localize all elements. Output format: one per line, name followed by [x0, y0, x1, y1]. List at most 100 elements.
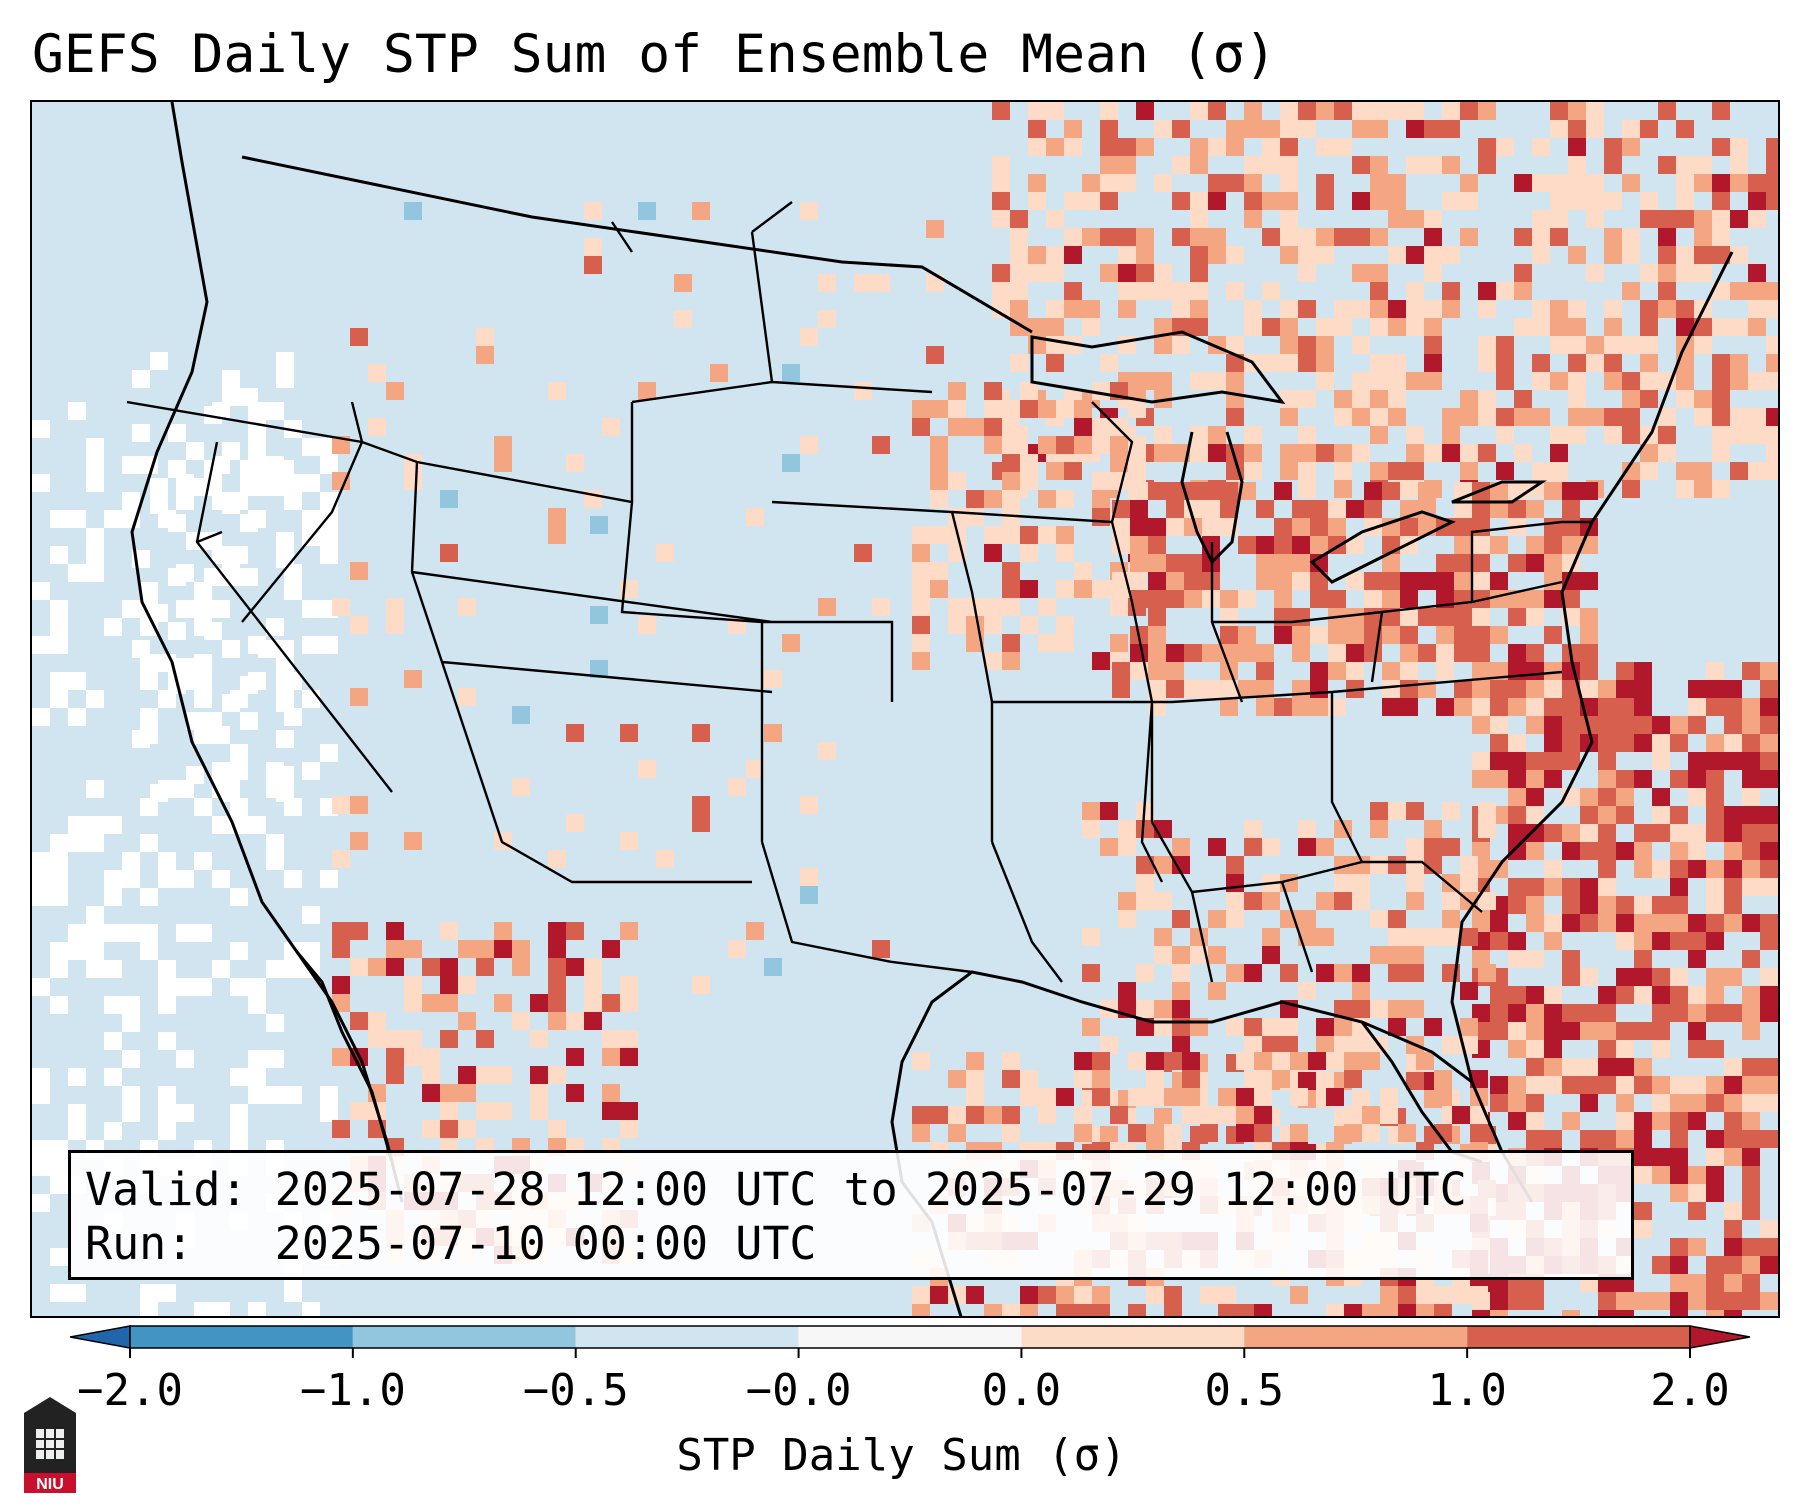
stp-cell [1164, 1124, 1182, 1142]
stp-cell [1622, 246, 1640, 264]
stp-cell [530, 1030, 548, 1048]
stp-cell [1256, 662, 1274, 680]
stp-cell [1292, 698, 1310, 716]
stp-cell [1454, 536, 1472, 554]
stp-cell [222, 442, 240, 460]
stp-cell [966, 508, 984, 526]
stp-cell [1244, 1018, 1262, 1036]
stp-cell [1706, 968, 1724, 986]
stp-cell [1472, 608, 1490, 626]
stp-cell [440, 976, 458, 994]
stp-cell [230, 744, 248, 762]
stp-cell [386, 382, 404, 400]
stp-cell [1148, 662, 1166, 680]
stp-cell [1200, 1286, 1218, 1304]
stp-cell [674, 274, 692, 292]
stp-cell [912, 1286, 930, 1304]
stp-cell [1526, 1058, 1544, 1076]
stp-cell [1514, 390, 1532, 408]
stp-cell [912, 562, 930, 580]
stp-cell [1064, 138, 1082, 156]
stp-cell [584, 256, 602, 274]
stp-cell [1616, 1058, 1634, 1076]
stp-cell [912, 598, 930, 616]
stp-cell [476, 1030, 494, 1048]
stp-cell [1508, 824, 1526, 842]
stp-cell [320, 510, 338, 528]
stp-cell [1580, 1094, 1598, 1112]
stp-cell [1652, 914, 1670, 932]
stp-cell [68, 1068, 86, 1086]
stp-cell [1766, 300, 1778, 318]
stp-cell [1406, 1000, 1424, 1018]
atlantic-coastline [1450, 251, 1734, 1203]
stp-cell [1526, 1112, 1544, 1130]
stp-cell [1074, 1106, 1092, 1124]
stp-cell [1706, 1130, 1724, 1148]
stp-cell [1670, 968, 1688, 986]
stp-cell [1514, 408, 1532, 426]
stp-cell [1226, 408, 1244, 426]
stp-cell [800, 868, 818, 886]
stp-cell [332, 1048, 350, 1066]
stp-cell [1154, 928, 1172, 946]
stp-cell [1128, 1124, 1146, 1142]
stp-cell [50, 1248, 68, 1266]
stp-cell [1622, 138, 1640, 156]
stp-cell [1418, 608, 1436, 626]
stp-cell [1208, 426, 1226, 444]
colorbar-tick-label: −1.0 [299, 1365, 406, 1416]
stp-cell [1316, 192, 1334, 210]
logo-window-lines [36, 1429, 64, 1459]
stp-cell [1778, 680, 1780, 698]
stp-cell [1640, 264, 1658, 282]
stp-cell [240, 676, 258, 694]
stp-cell [1292, 500, 1310, 518]
stp-cell [1046, 102, 1064, 120]
colorbar-tick-label: −2.0 [77, 1365, 183, 1416]
stp-cell [1616, 680, 1634, 698]
stp-cell [1400, 518, 1418, 536]
stp-cell [1730, 282, 1748, 300]
stp-cell [1388, 318, 1406, 336]
stp-cell [1742, 1022, 1760, 1040]
stp-cell [1688, 1202, 1706, 1220]
stp-cell [1190, 946, 1208, 964]
stp-cell [1778, 770, 1780, 788]
stp-cell [1706, 1166, 1724, 1184]
stp-cell [1046, 246, 1064, 264]
stp-cell [1526, 680, 1544, 698]
stp-cell [1490, 572, 1508, 590]
stp-cell [1580, 1004, 1598, 1022]
stp-cell [1586, 408, 1604, 426]
stp-cell [276, 478, 294, 496]
stp-cell [1326, 1088, 1344, 1106]
stp-cell [1254, 1070, 1272, 1088]
stp-cell [1730, 174, 1748, 192]
stp-cell [276, 370, 294, 388]
stp-cell [1580, 1058, 1598, 1076]
stp-cell [566, 1084, 584, 1102]
stp-cell [86, 906, 104, 924]
stp-cell [1652, 968, 1670, 986]
stp-cell [590, 660, 608, 678]
stp-cell [1580, 662, 1598, 680]
stp-cell [332, 940, 350, 958]
stp-cell [1634, 1058, 1652, 1076]
pacific-coastline [130, 102, 404, 1203]
stp-cell [1580, 608, 1598, 626]
stp-cell [1280, 444, 1298, 462]
stp-cell [122, 852, 140, 870]
stp-cell [458, 598, 476, 616]
stp-cell [1326, 1052, 1344, 1070]
lake-erie-shore [1309, 510, 1456, 584]
stp-cell [1658, 282, 1676, 300]
stp-cell [992, 300, 1010, 318]
stp-cell [1298, 336, 1316, 354]
stp-cell [1292, 536, 1310, 554]
stp-cell [966, 1052, 984, 1070]
stp-cell [1400, 626, 1418, 644]
stp-cell [1436, 608, 1454, 626]
stp-cell [1634, 896, 1652, 914]
stp-cell [1010, 246, 1028, 264]
